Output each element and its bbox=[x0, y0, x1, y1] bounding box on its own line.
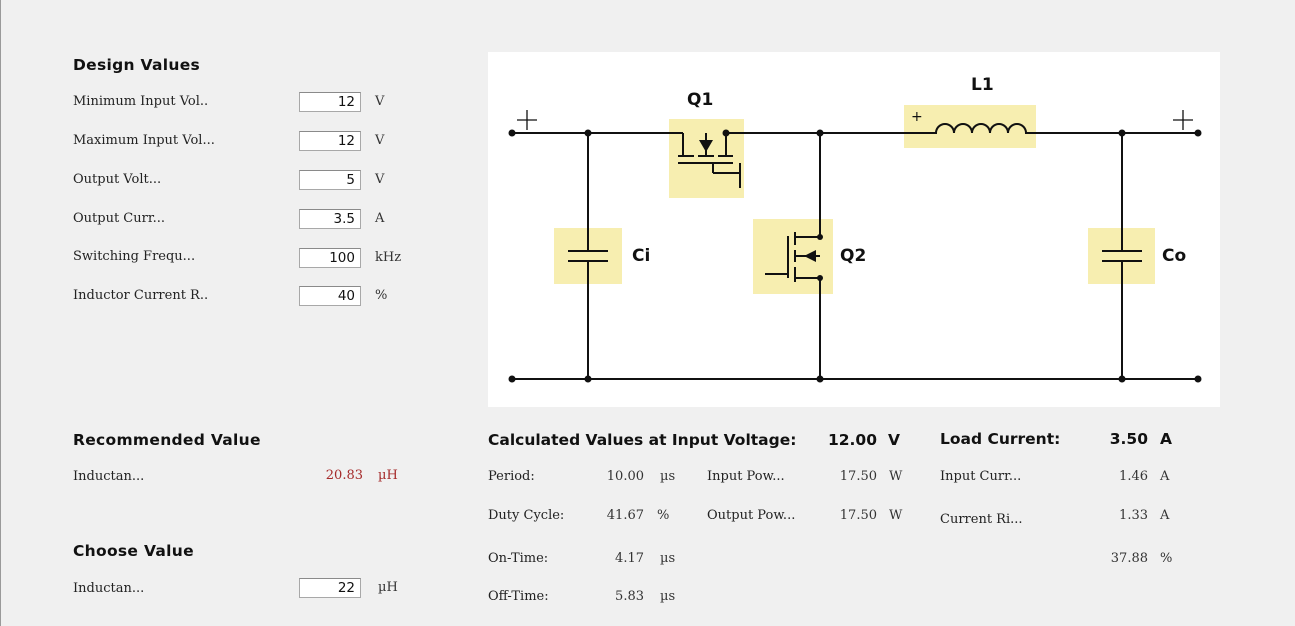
max-input-field[interactable]: 12 bbox=[299, 131, 361, 151]
window-edge bbox=[0, 0, 1, 626]
schematic-svg bbox=[508, 105, 1202, 383]
l1-inductor-symbol bbox=[924, 123, 1027, 134]
choose-title: Choose Value bbox=[73, 542, 194, 560]
l1-polarity-plus: + bbox=[911, 109, 923, 125]
calc-input-voltage-unit: V bbox=[888, 431, 900, 449]
wires bbox=[512, 132, 1198, 380]
recommended-inductance-value: 20.83 bbox=[325, 468, 363, 483]
min-input-unit: V bbox=[375, 94, 385, 109]
q1-label: Q1 bbox=[687, 90, 714, 110]
current-ripple-unit: A bbox=[1160, 508, 1170, 523]
plus-terminals bbox=[517, 110, 1193, 130]
inductor-ripple-field[interactable]: 40 bbox=[299, 286, 361, 306]
period-value: 10.00 bbox=[606, 469, 644, 484]
co-label: Co bbox=[1162, 246, 1187, 266]
period-unit: µs bbox=[660, 469, 676, 484]
input-power-unit: W bbox=[889, 469, 903, 484]
q1-arrow bbox=[699, 140, 713, 152]
output-current-field[interactable]: 3.5 bbox=[299, 209, 361, 229]
ripple-percent-unit: % bbox=[1160, 551, 1173, 566]
choose-inductance-unit: µH bbox=[378, 580, 398, 595]
output-current-unit: A bbox=[375, 211, 385, 226]
ci-label: Ci bbox=[632, 246, 651, 266]
on-time-value: 4.17 bbox=[615, 551, 644, 566]
calc-title: Calculated Values at Input Voltage: bbox=[488, 431, 797, 449]
input-current-value: 1.46 bbox=[1119, 469, 1148, 484]
duty-cycle-label: Duty Cycle: bbox=[488, 508, 565, 523]
inductor-ripple-label: Inductor Current R.. bbox=[73, 288, 209, 303]
buck-converter-schematic: Q1 Q2 L1 Ci Co + bbox=[488, 52, 1220, 407]
q2-label: Q2 bbox=[840, 246, 867, 266]
q1-mosfet-symbol bbox=[678, 132, 741, 188]
duty-cycle-unit: % bbox=[657, 508, 670, 523]
input-power-label: Input Pow... bbox=[707, 469, 785, 484]
recommended-title: Recommended Value bbox=[73, 431, 261, 449]
input-current-unit: A bbox=[1160, 469, 1170, 484]
off-time-value: 5.83 bbox=[615, 589, 644, 604]
current-ripple-value: 1.33 bbox=[1119, 508, 1148, 523]
junction-dots bbox=[508, 129, 1202, 383]
duty-cycle-value: 41.67 bbox=[606, 508, 644, 523]
output-power-label: Output Pow... bbox=[707, 508, 796, 523]
max-input-unit: V bbox=[375, 133, 385, 148]
output-voltage-label: Output Volt... bbox=[73, 172, 162, 187]
inductor-ripple-unit: % bbox=[375, 288, 388, 303]
input-power-value: 17.50 bbox=[839, 469, 877, 484]
ci-capacitor-symbol bbox=[568, 250, 608, 262]
switching-freq-field[interactable]: 100 bbox=[299, 248, 361, 268]
current-ripple-label: Current Ri... bbox=[940, 512, 1023, 527]
off-time-unit: µs bbox=[660, 589, 676, 604]
choose-inductance-field[interactable]: 22 bbox=[299, 578, 361, 598]
output-power-unit: W bbox=[889, 508, 903, 523]
switching-freq-label: Switching Frequ... bbox=[73, 249, 196, 264]
min-input-label: Minimum Input Vol.. bbox=[73, 94, 209, 109]
q1-highlight bbox=[669, 119, 744, 198]
input-current-label: Input Curr... bbox=[940, 469, 1022, 484]
output-power-value: 17.50 bbox=[839, 508, 877, 523]
co-capacitor-symbol bbox=[1102, 250, 1142, 262]
design-values-title: Design Values bbox=[73, 56, 201, 74]
max-input-label: Maximum Input Vol... bbox=[73, 133, 215, 148]
load-current-unit: A bbox=[1160, 430, 1172, 448]
on-time-unit: µs bbox=[660, 551, 676, 566]
l1-label: L1 bbox=[971, 75, 994, 95]
output-voltage-unit: V bbox=[375, 172, 385, 187]
off-time-label: Off-Time: bbox=[488, 589, 549, 604]
load-current-title: Load Current: bbox=[940, 430, 1061, 448]
min-input-field[interactable]: 12 bbox=[299, 92, 361, 112]
output-voltage-field[interactable]: 5 bbox=[299, 170, 361, 190]
on-time-label: On-Time: bbox=[488, 551, 549, 566]
recommended-inductance-label: Inductan... bbox=[73, 469, 145, 484]
period-label: Period: bbox=[488, 469, 535, 484]
calc-input-voltage-value: 12.00 bbox=[827, 431, 877, 449]
choose-inductance-label: Inductan... bbox=[73, 581, 145, 596]
recommended-inductance-unit: µH bbox=[378, 468, 398, 483]
output-current-label: Output Curr... bbox=[73, 211, 166, 226]
ripple-percent-value: 37.88 bbox=[1110, 551, 1148, 566]
load-current-value: 3.50 bbox=[1109, 430, 1148, 448]
switching-freq-unit: kHz bbox=[375, 250, 402, 265]
q2-arrow bbox=[804, 250, 816, 262]
